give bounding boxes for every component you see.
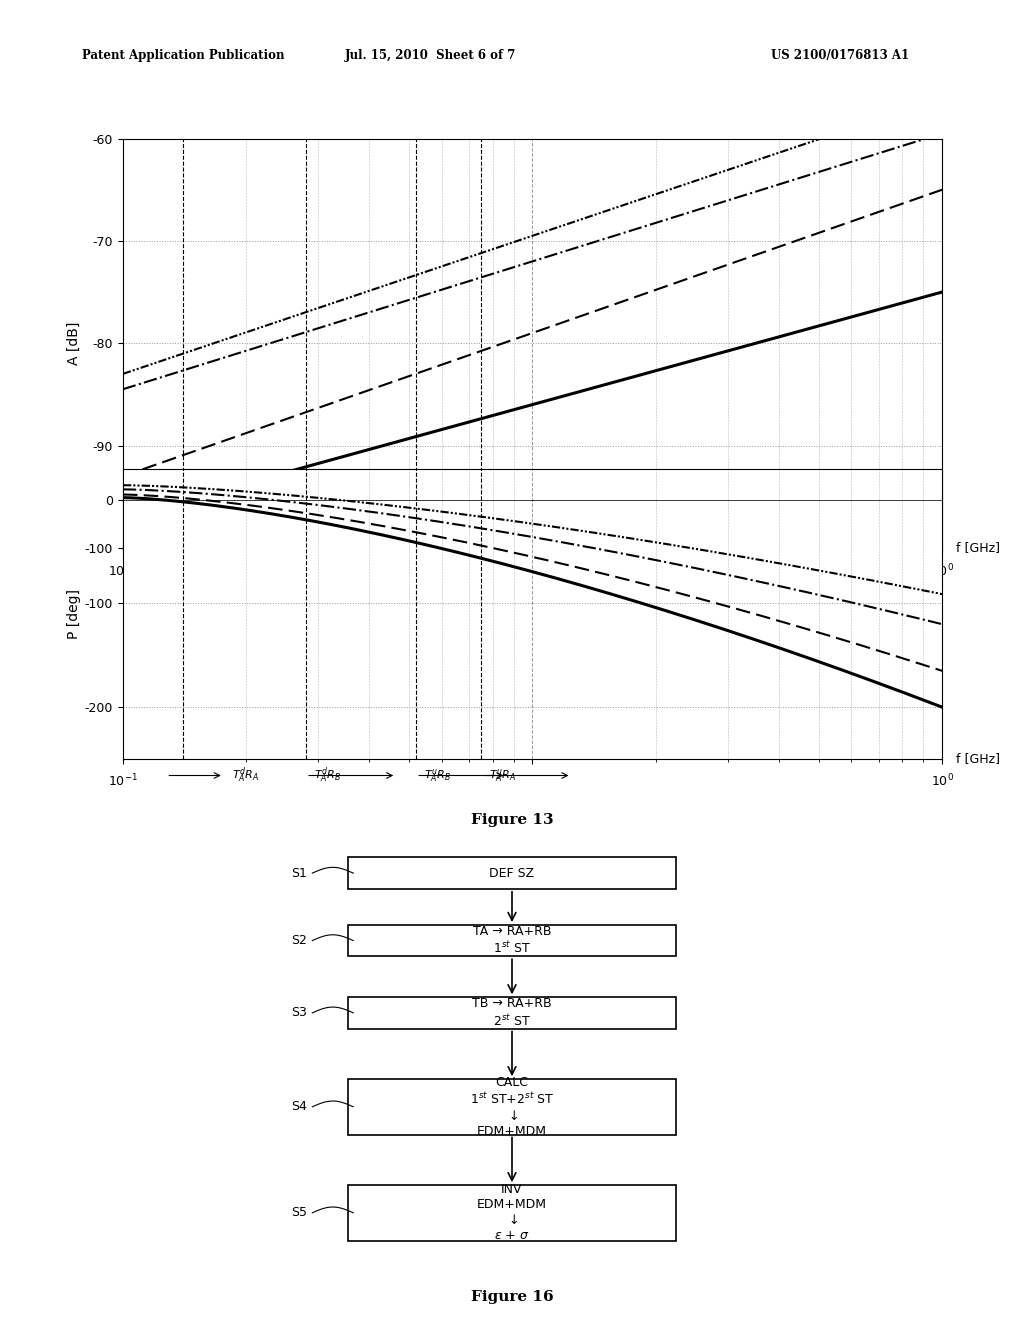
Bar <box>348 925 676 956</box>
Text: $T_A^d R_A$: $T_A^d R_A$ <box>231 766 259 785</box>
Text: INV
EDM+MDM
$\downarrow$
$\varepsilon$ + $\sigma$: INV EDM+MDM $\downarrow$ $\varepsilon$ +… <box>477 1183 547 1242</box>
Text: $10^{-1}$: $10^{-1}$ <box>108 772 138 789</box>
Text: S5: S5 <box>291 1206 307 1220</box>
Text: $T_A^u R_B$: $T_A^u R_B$ <box>424 767 452 784</box>
Text: Jul. 15, 2010  Sheet 6 of 7: Jul. 15, 2010 Sheet 6 of 7 <box>344 49 516 62</box>
Text: Figure 13: Figure 13 <box>471 813 553 828</box>
Bar <box>348 1080 676 1134</box>
Text: TB → RA+RB
2$^{st}$ ST: TB → RA+RB 2$^{st}$ ST <box>472 998 552 1028</box>
Text: $T_A^u R_A$: $T_A^u R_A$ <box>489 767 517 784</box>
Text: TA → RA+RB
1$^{st}$ ST: TA → RA+RB 1$^{st}$ ST <box>473 925 551 956</box>
Text: US 2100/0176813 A1: US 2100/0176813 A1 <box>771 49 908 62</box>
Text: f [GHz]: f [GHz] <box>955 752 999 766</box>
Text: $10^{0}$: $10^{0}$ <box>931 564 953 579</box>
Y-axis label: A [dB]: A [dB] <box>67 322 81 364</box>
Bar <box>348 858 676 888</box>
Text: S3: S3 <box>291 1006 307 1019</box>
Bar <box>348 997 676 1028</box>
Text: $10^{0}$: $10^{0}$ <box>931 772 953 789</box>
Text: S1: S1 <box>291 867 307 879</box>
Text: S2: S2 <box>291 935 307 946</box>
Text: $10^{-1}$: $10^{-1}$ <box>108 564 138 579</box>
Text: $T_A^d R_B$: $T_A^d R_B$ <box>314 766 342 785</box>
Text: CALC
1$^{st}$ ST+2$^{st}$ ST
$\downarrow$
EDM+MDM: CALC 1$^{st}$ ST+2$^{st}$ ST $\downarrow… <box>470 1076 554 1138</box>
Text: Figure 16: Figure 16 <box>471 1290 553 1304</box>
Text: f [GHz]: f [GHz] <box>955 541 999 554</box>
Text: Patent Application Publication: Patent Application Publication <box>82 49 285 62</box>
Text: S4: S4 <box>291 1101 307 1113</box>
Y-axis label: P [deg]: P [deg] <box>67 589 81 639</box>
Bar <box>348 1185 676 1241</box>
Text: DEF SZ: DEF SZ <box>489 867 535 879</box>
